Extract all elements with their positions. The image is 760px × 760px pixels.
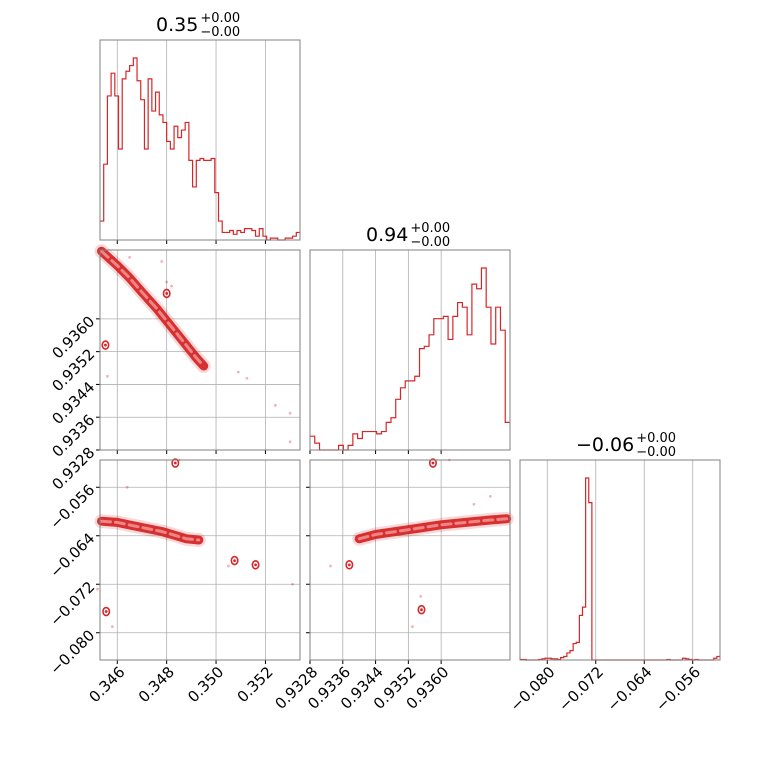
x-tick-label-0-3: 0.352: [234, 663, 277, 706]
scatter-point-4: [288, 440, 292, 444]
contour-blob-2: [345, 560, 354, 570]
panel-frame-0-0: [99, 39, 301, 241]
panel-frame-2-1: [309, 459, 511, 661]
panel-title-2: −0.06 +0.00−0.00: [576, 431, 676, 460]
scatter-point-3: [291, 582, 294, 586]
scatter-point-3: [288, 411, 292, 415]
panel-grid-0-0: [116, 40, 266, 244]
y-tick-label-2-2: −0.064: [46, 529, 98, 581]
scatter-point-0: [419, 594, 423, 598]
panel-frame-2-2: [519, 459, 721, 661]
scatter-panel-1-0: [94, 244, 292, 444]
x-tick-label-2-1: −0.072: [555, 663, 607, 715]
x-tick-label-2-3: −0.056: [652, 663, 704, 715]
scatter-point-2: [96, 587, 99, 591]
contour-blob-core-0: [104, 343, 107, 347]
contour-blob-0: [101, 340, 110, 350]
scatter-point-1: [245, 376, 249, 380]
contour-blob-core-1: [173, 461, 177, 465]
y-tick-label-2-1: −0.072: [46, 578, 98, 630]
scatter-point-6: [165, 280, 169, 284]
title-median-1: 0.94: [366, 224, 408, 246]
ridge-halo: [352, 511, 514, 546]
x-tick-label-0-0: 0.346: [85, 663, 128, 706]
scatter-panel-2-0: [94, 458, 294, 629]
scatter-point-1: [411, 625, 414, 629]
scatter-point-5: [472, 502, 476, 506]
title-lower-0: −0.00: [200, 25, 240, 40]
scatter-point-1: [125, 485, 129, 489]
contour-blob-core-0: [420, 608, 423, 612]
histogram-2: [520, 477, 720, 661]
panel-frame-1-0: [99, 249, 301, 451]
title-lower-1: −0.00: [410, 235, 450, 250]
ridge-halo: [94, 244, 211, 373]
title-median-2: −0.06: [576, 434, 634, 456]
title-lower-2: −0.00: [636, 445, 676, 460]
scatter-point-0: [110, 625, 114, 629]
panel-title-1: 0.94 +0.00−0.00: [366, 221, 450, 250]
contour-blob-2: [230, 555, 239, 566]
scatter-point-4: [226, 564, 230, 568]
x-tick-label-0-2: 0.350: [184, 663, 227, 706]
scatter-point-9: [128, 255, 132, 259]
histogram-0: [100, 57, 300, 241]
contour-blob-core-0: [104, 610, 108, 613]
contour-blob-1: [171, 458, 180, 468]
y-tick-label-2-3: −0.056: [46, 481, 98, 533]
panel-grid-1-1: [309, 250, 442, 454]
panel-frame-2-0: [99, 459, 301, 661]
scatter-point-3: [329, 564, 332, 568]
scatter-point-4: [488, 494, 492, 498]
contour-blob-3: [251, 560, 260, 570]
scatter-point-2: [273, 403, 277, 407]
scatter-point-8: [160, 260, 164, 263]
x-tick-label-2-2: −0.064: [604, 663, 656, 715]
scatter-point-5: [106, 374, 109, 378]
title-upper-2: +0.00: [636, 431, 676, 446]
panel-title-0: 0.35 +0.00−0.00: [156, 11, 240, 40]
contour-blob-core-3: [254, 563, 257, 567]
panel-grid-2-1: [306, 460, 510, 664]
contour-blob-0: [102, 606, 111, 617]
panel-grid-1-0: [96, 250, 300, 454]
contour-blob-core-1: [431, 461, 435, 465]
ridge-contour-inner: [100, 519, 201, 542]
x-tick-label-2-0: −0.080: [507, 663, 559, 715]
scatter-panel-2-1: [329, 458, 514, 629]
scatter-point-7: [170, 284, 174, 288]
panel-frame-1-1: [309, 249, 511, 451]
contour-blob-0: [417, 604, 426, 615]
panel-grid-2-0: [96, 460, 300, 664]
contour-blob-core-2: [347, 563, 351, 567]
x-tick-label-0-1: 0.348: [135, 663, 178, 706]
ridge-halo: [94, 514, 206, 547]
contour-blob-core-2: [233, 559, 236, 563]
ridge-contour-inner: [100, 249, 206, 368]
title-upper-1: +0.00: [410, 221, 450, 236]
contour-blob-1: [162, 288, 171, 299]
title-upper-0: +0.00: [200, 11, 240, 26]
panel-grid-2-2: [546, 460, 694, 664]
y-tick-label-2-0: −0.080: [46, 626, 98, 678]
contour-blob-1: [428, 458, 437, 468]
title-median-0: 0.35: [156, 14, 198, 36]
ridge-contour-inner: [357, 517, 509, 541]
scatter-point-0: [236, 370, 240, 374]
histogram-1: [310, 267, 510, 451]
contour-blob-core-1: [165, 292, 169, 295]
